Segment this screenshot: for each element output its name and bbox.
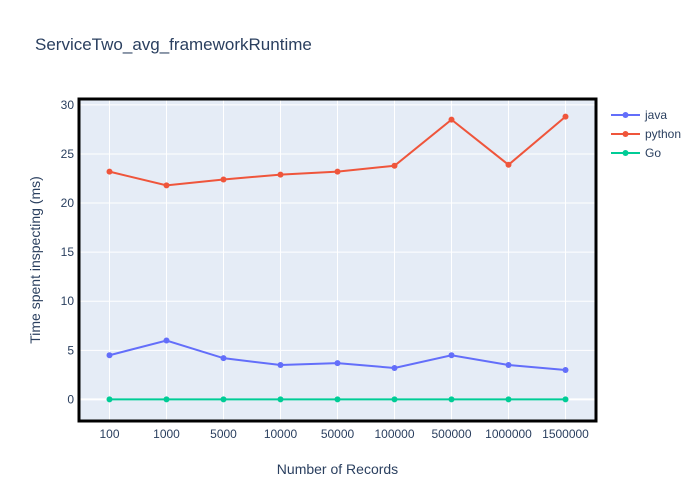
y-axis-ticks: 0 5 10 15 20 25 30: [61, 98, 75, 407]
legend-item-python[interactable]: python: [611, 127, 681, 141]
plot-border: [77, 97, 598, 423]
series-group: [106, 113, 569, 403]
y-tick-label: 15: [61, 245, 75, 259]
data-point-go: [562, 396, 569, 403]
data-point-python: [277, 171, 284, 178]
x-tick-label: 1000: [153, 427, 180, 441]
y-tick-label: 30: [61, 98, 75, 112]
data-point-python: [391, 162, 398, 169]
x-axis-label: Number of Records: [277, 461, 398, 477]
data-point-java: [562, 366, 569, 373]
data-point-python: [163, 182, 170, 189]
y-tick-label: 10: [61, 294, 75, 308]
legend: java python Go: [611, 108, 681, 160]
x-tick-label: 50000: [321, 427, 355, 441]
data-point-go: [163, 396, 170, 403]
data-point-java: [106, 352, 113, 359]
data-point-go: [505, 396, 512, 403]
data-point-go: [220, 396, 227, 403]
y-axis-label: Time spent inspecting (ms): [27, 176, 43, 344]
legend-item-java[interactable]: java: [611, 108, 667, 122]
data-point-python: [220, 176, 227, 183]
data-point-go: [106, 396, 113, 403]
x-tick-label: 1000000: [485, 427, 532, 441]
legend-marker: [622, 112, 629, 118]
data-point-java: [448, 352, 455, 359]
legend-label: python: [645, 127, 681, 141]
x-tick-label: 100000: [374, 427, 414, 441]
legend-label: Go: [645, 146, 661, 160]
data-point-java: [334, 360, 341, 367]
x-tick-label: 10000: [264, 427, 298, 441]
y-tick-label: 20: [61, 196, 75, 210]
data-point-go: [277, 396, 284, 403]
x-tick-label: 100: [99, 427, 119, 441]
data-point-java: [163, 337, 170, 344]
legend-marker: [622, 131, 629, 137]
data-point-python: [106, 168, 113, 175]
data-point-python: [448, 116, 455, 123]
data-point-java: [220, 355, 227, 362]
data-point-java: [505, 362, 512, 369]
chart-title: ServiceTwo_avg_frameworkRuntime: [35, 35, 312, 54]
x-tick-label: 1500000: [542, 427, 589, 441]
legend-item-go[interactable]: Go: [611, 146, 661, 160]
data-point-go: [448, 396, 455, 403]
data-point-java: [277, 362, 284, 369]
data-point-python: [505, 161, 512, 168]
legend-marker: [622, 150, 629, 156]
data-point-go: [391, 396, 398, 403]
data-point-go: [334, 396, 341, 403]
data-point-java: [391, 364, 398, 371]
y-tick-label: 0: [67, 392, 74, 406]
x-tick-label: 500000: [431, 427, 471, 441]
x-axis-ticks: 100 1000 5000 10000 50000 100000 500000 1000000…: [99, 427, 589, 441]
data-point-python: [562, 113, 569, 120]
x-tick-label: 5000: [210, 427, 237, 441]
data-point-python: [334, 168, 341, 175]
y-tick-label: 5: [67, 343, 74, 357]
legend-label: java: [644, 108, 667, 122]
y-tick-label: 25: [61, 147, 75, 161]
